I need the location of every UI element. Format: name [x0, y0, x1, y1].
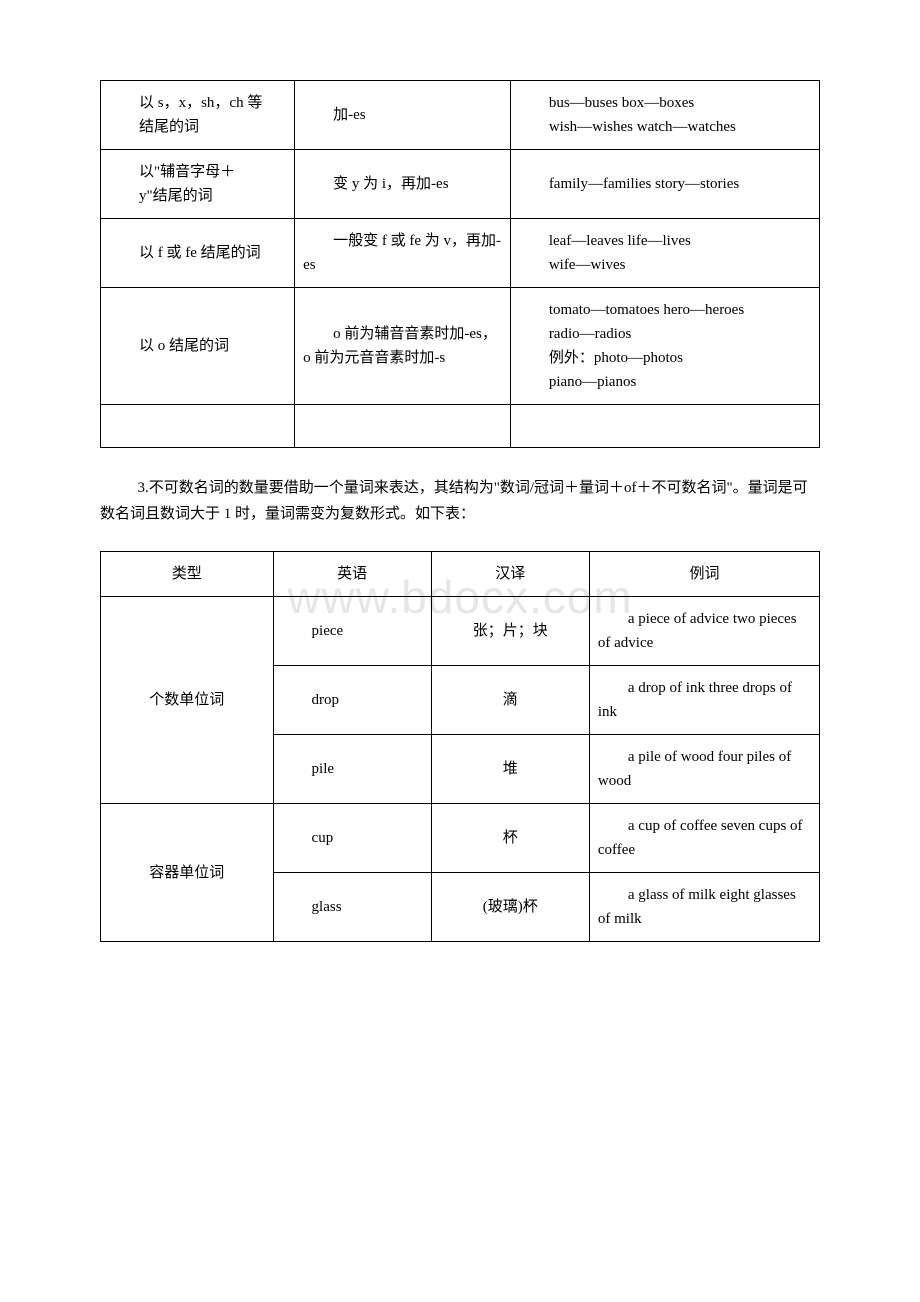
rule-condition: 以 s，x，sh，ch 等 结尾的词	[101, 81, 295, 150]
empty-row	[101, 405, 820, 448]
rule-condition: 以 o 结尾的词	[101, 288, 295, 405]
type-cell: 容器单位词	[101, 804, 274, 942]
table-row: 容器单位词 cup 杯 a cup of coffee seven cups o…	[101, 804, 820, 873]
rule-examples: bus—buses box—boxes wish—wishes watch—wa…	[510, 81, 819, 150]
paragraph-text: 3.不可数名词的数量要借助一个量词来表达，其结构为"数词/冠词＋量词＋of＋不可…	[100, 476, 820, 527]
header-chinese: 汉译	[431, 552, 589, 597]
english-cell: drop	[273, 666, 431, 735]
chinese-cell: 张；片；块	[431, 597, 589, 666]
english-cell: cup	[273, 804, 431, 873]
example-cell: a pile of wood four piles of wood	[589, 735, 819, 804]
rule-method: 加-es	[295, 81, 511, 150]
example-cell: a drop of ink three drops of ink	[589, 666, 819, 735]
english-cell: piece	[273, 597, 431, 666]
english-cell: pile	[273, 735, 431, 804]
example-cell: a glass of milk eight glasses of milk	[589, 873, 819, 942]
type-cell: 个数单位词	[101, 597, 274, 804]
chinese-cell: 滴	[431, 666, 589, 735]
header-type: 类型	[101, 552, 274, 597]
rule-condition: 以"辅音字母＋ y"结尾的词	[101, 150, 295, 219]
plural-rules-table: 以 s，x，sh，ch 等 结尾的词 加-es bus—buses box—bo…	[100, 80, 820, 448]
chinese-cell: 杯	[431, 804, 589, 873]
header-english: 英语	[273, 552, 431, 597]
example-cell: a cup of coffee seven cups of coffee	[589, 804, 819, 873]
table-row: 以"辅音字母＋ y"结尾的词 变 y 为 i，再加-es family—fami…	[101, 150, 820, 219]
rule-method: o 前为辅音音素时加-es，o 前为元音音素时加-s	[295, 288, 511, 405]
example-cell: a piece of advice two pieces of advice	[589, 597, 819, 666]
header-example: 例词	[589, 552, 819, 597]
rule-method: 变 y 为 i，再加-es	[295, 150, 511, 219]
rule-condition: 以 f 或 fe 结尾的词	[101, 219, 295, 288]
table-row: 以 s，x，sh，ch 等 结尾的词 加-es bus—buses box—bo…	[101, 81, 820, 150]
english-cell: glass	[273, 873, 431, 942]
table-row: 以 f 或 fe 结尾的词 一般变 f 或 fe 为 v，再加-es leaf—…	[101, 219, 820, 288]
chinese-cell: 堆	[431, 735, 589, 804]
table-header-row: 类型 英语 汉译 例词	[101, 552, 820, 597]
chinese-cell: (玻璃)杯	[431, 873, 589, 942]
rule-examples: tomato—tomatoes hero—heroes radio—radios…	[510, 288, 819, 405]
table-row: 以 o 结尾的词 o 前为辅音音素时加-es，o 前为元音音素时加-s toma…	[101, 288, 820, 405]
measure-words-table: 类型 英语 汉译 例词 个数单位词 piece 张；片；块 a piece of…	[100, 551, 820, 942]
rule-examples: leaf—leaves life—lives wife—wives	[510, 219, 819, 288]
rule-method: 一般变 f 或 fe 为 v，再加-es	[295, 219, 511, 288]
rule-examples: family—families story—stories	[510, 150, 819, 219]
table-row: 个数单位词 piece 张；片；块 a piece of advice two …	[101, 597, 820, 666]
